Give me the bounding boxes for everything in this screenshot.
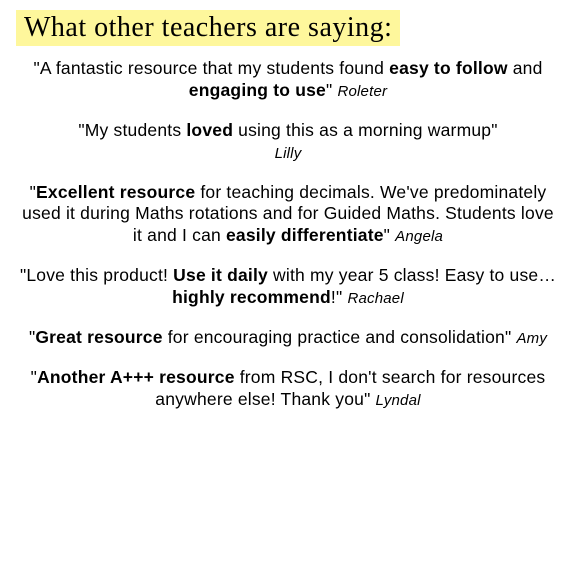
quote-attribution: Angela xyxy=(395,228,443,245)
testimonial-quote: "Great resource for encouraging practice… xyxy=(18,327,558,349)
quote-bold-segment: easy to follow xyxy=(389,58,508,78)
testimonial-quote: "Love this product! Use it daily with my… xyxy=(18,265,558,309)
quote-bold-segment: Use it daily xyxy=(173,265,268,285)
quote-attribution: Roleter xyxy=(337,83,387,100)
quote-text-segment: and xyxy=(508,58,543,78)
quote-text-segment: " xyxy=(326,80,332,100)
quote-text-segment: "Love this product! xyxy=(20,265,173,285)
quote-text-segment: " xyxy=(384,225,390,245)
quote-text-segment: with my year 5 class! Easy to use… xyxy=(268,265,556,285)
testimonial-quote: "A fantastic resource that my students f… xyxy=(18,58,558,102)
quote-bold-segment: highly recommend xyxy=(172,287,331,307)
quote-bold-segment: Excellent resource xyxy=(36,182,195,202)
quote-attribution: Rachael xyxy=(347,290,403,307)
testimonial-quote: "Another A+++ resource from RSC, I don't… xyxy=(18,367,558,411)
quote-bold-segment: engaging to use xyxy=(189,80,326,100)
quote-text-segment: using this as a morning warmup" xyxy=(233,120,498,140)
quote-bold-segment: easily differentiate xyxy=(226,225,384,245)
quote-bold-segment: Another A+++ resource xyxy=(37,367,235,387)
quote-bold-segment: loved xyxy=(186,120,233,140)
quote-text-segment: !" xyxy=(331,287,342,307)
quote-bold-segment: Great resource xyxy=(35,327,162,347)
quote-attribution: Amy xyxy=(516,330,547,347)
quote-attribution: Lyndal xyxy=(376,392,421,409)
testimonial-quote: "Excellent resource for teaching decimal… xyxy=(18,182,558,248)
quote-attribution: Lilly xyxy=(275,145,302,162)
quotes-list: "A fantastic resource that my students f… xyxy=(18,58,558,411)
quote-text-segment: for encouraging practice and consolidati… xyxy=(163,327,512,347)
quote-text-segment: "My students xyxy=(78,120,186,140)
testimonial-quote: "My students loved using this as a morni… xyxy=(18,120,558,164)
section-heading: What other teachers are saying: xyxy=(16,10,400,46)
testimonials-container: What other teachers are saying: "A fanta… xyxy=(0,0,576,411)
quote-text-segment: "A fantastic resource that my students f… xyxy=(33,58,389,78)
